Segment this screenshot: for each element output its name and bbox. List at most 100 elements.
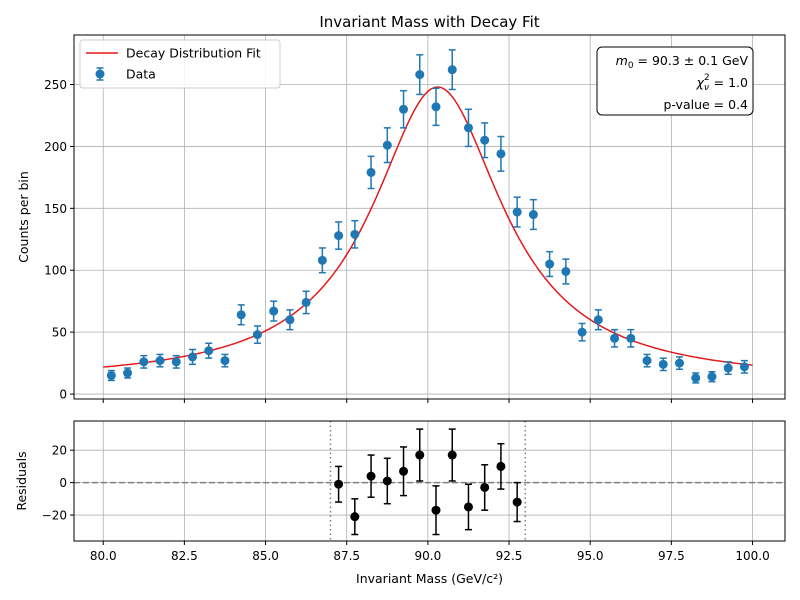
x-tick-label: 90.0	[415, 549, 442, 563]
legend-data-label: Data	[126, 67, 156, 82]
x-tick-label: 82.5	[171, 549, 198, 563]
data-point	[382, 457, 392, 505]
data-point	[106, 369, 116, 382]
stats-mass-line: m0 = 90.3 ± 0.1 GeV	[616, 53, 749, 71]
data-point	[512, 481, 522, 523]
x-tick-label: 92.5	[496, 549, 523, 563]
y-tick-label: 50	[52, 326, 67, 340]
data-point	[463, 108, 473, 148]
data-marker	[285, 315, 295, 325]
data-marker	[236, 310, 246, 320]
data-point	[528, 198, 538, 231]
data-point	[431, 485, 441, 536]
data-marker	[463, 502, 473, 512]
data-marker	[220, 356, 230, 366]
data-point	[561, 258, 571, 285]
data-marker	[496, 149, 506, 159]
data-point	[252, 325, 262, 345]
data-point	[674, 356, 684, 371]
data-marker	[431, 102, 441, 112]
legend: Decay Distribution Fit Data	[79, 39, 281, 89]
data-marker	[334, 479, 344, 489]
data-point	[642, 353, 652, 368]
data-marker	[399, 466, 409, 476]
data-marker	[723, 363, 733, 373]
data-marker	[658, 359, 668, 369]
data-point	[350, 498, 360, 536]
y-tick-label: 0	[59, 476, 67, 490]
data-marker	[626, 333, 636, 343]
data-point	[480, 122, 490, 159]
data-marker	[447, 450, 457, 460]
main-data-layer	[106, 49, 749, 384]
data-point	[496, 135, 506, 172]
data-point	[610, 328, 620, 348]
data-point	[123, 367, 133, 379]
data-point	[447, 49, 457, 91]
data-point	[334, 221, 344, 250]
data-marker	[188, 352, 197, 362]
y-tick-label: 200	[44, 140, 67, 154]
legend-fit-label: Decay Distribution Fit	[126, 46, 261, 61]
data-marker	[139, 357, 149, 367]
data-point	[334, 465, 344, 503]
data-marker	[674, 358, 684, 368]
residual-data-layer	[334, 428, 522, 536]
fit-stats-box: m0 = 90.3 ± 0.1 GeV χν2 = 1.0 p-value = …	[596, 46, 754, 116]
data-marker	[561, 266, 571, 276]
data-point	[658, 357, 668, 372]
data-point	[269, 300, 279, 322]
data-marker	[382, 476, 392, 486]
data-point	[496, 442, 506, 490]
stats-chi2-line: χν2 = 1.0	[696, 73, 749, 93]
data-marker	[480, 482, 490, 492]
data-marker	[252, 330, 262, 340]
data-marker	[480, 135, 490, 145]
data-point	[188, 348, 197, 366]
data-marker	[350, 512, 360, 522]
data-marker	[366, 167, 376, 177]
residual-x-ticks: 80.0 82.5 85.0 87.5 90.0 92.5 95.0 97.5 100.0	[90, 541, 770, 563]
data-marker	[155, 356, 165, 366]
main-y-axis-label: Counts per bin	[16, 171, 31, 263]
data-point	[577, 322, 587, 342]
data-marker	[366, 471, 376, 481]
data-marker	[739, 362, 749, 372]
main-y-ticks: 0 50 100 150 200 250	[44, 78, 74, 402]
data-marker	[106, 370, 116, 380]
y-tick-label: −20	[42, 509, 67, 523]
data-marker	[415, 450, 425, 460]
data-point	[593, 309, 603, 331]
data-point	[301, 290, 311, 315]
x-tick-label: 95.0	[577, 549, 604, 563]
data-marker	[123, 368, 133, 378]
data-point	[431, 87, 441, 127]
x-tick-label: 100.0	[735, 549, 769, 563]
data-point	[171, 354, 181, 369]
x-tick-label: 80.0	[90, 549, 117, 563]
data-point	[463, 483, 473, 531]
x-tick-label: 97.5	[658, 549, 685, 563]
data-marker	[691, 373, 701, 383]
data-marker	[496, 461, 506, 471]
data-marker	[463, 123, 473, 133]
main-x-ticks	[102, 399, 754, 403]
data-point	[415, 54, 425, 96]
data-point	[447, 428, 457, 482]
legend-data-marker	[95, 69, 105, 79]
data-point	[236, 304, 246, 326]
data-marker	[171, 357, 181, 367]
residual-y-ticks: −20 0 20	[42, 444, 74, 523]
main-panel: Invariant Mass with Decay Fit 0 50 100 150 2…	[16, 13, 786, 403]
data-point	[399, 446, 409, 497]
data-marker	[269, 306, 279, 316]
data-point	[204, 342, 214, 359]
y-tick-label: 0	[59, 388, 67, 402]
legend-frame	[79, 39, 281, 89]
data-marker	[528, 210, 538, 220]
data-marker	[204, 346, 214, 356]
data-point	[545, 250, 555, 278]
data-marker	[301, 297, 311, 307]
data-marker	[642, 356, 652, 366]
chart-title: Invariant Mass with Decay Fit	[319, 13, 539, 31]
